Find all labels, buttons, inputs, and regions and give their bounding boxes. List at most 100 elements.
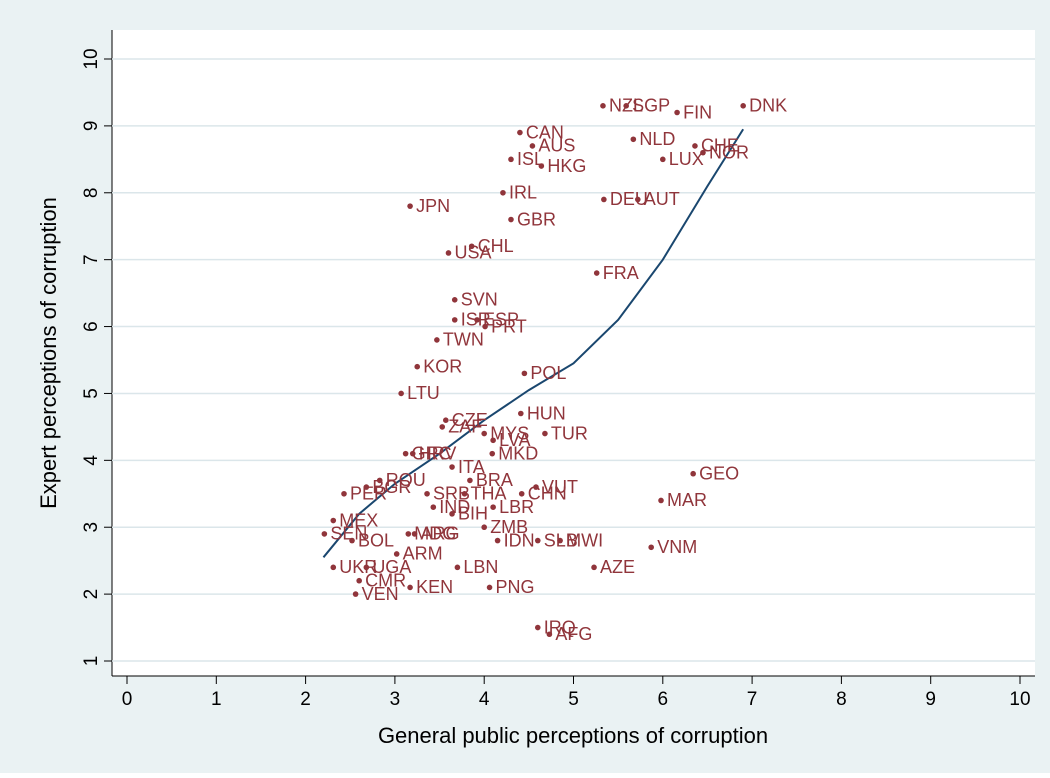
point-label: AUT [644,189,680,209]
point [449,464,455,470]
point-label: MKD [498,443,538,463]
point-label: SGP [632,96,670,116]
x-tick-label: 10 [1009,689,1030,710]
point [352,591,359,597]
point-label: MYS [490,423,529,443]
point [439,424,446,430]
point-label: POL [530,363,566,383]
y-axis-label: Expert perceptions of corruption [36,197,61,509]
point [445,250,452,256]
point-label: BRA [476,470,513,490]
point [461,490,468,497]
point [546,631,553,638]
point-label: SRB [433,484,470,504]
point [481,524,488,531]
point-label: GEO [699,463,739,483]
point [349,537,355,544]
point-label: MWI [566,530,603,550]
point [414,363,421,370]
point [529,143,536,149]
x-tick-label: 7 [747,689,758,710]
point [692,143,698,149]
point [601,196,607,203]
point-label: DEU [610,189,648,209]
point [648,544,654,551]
point-label: LUX [669,149,704,169]
point [700,149,706,156]
point-label: SVN [461,290,498,310]
point [451,317,458,323]
point [534,624,541,631]
point-label: JPN [416,196,450,216]
point [411,531,418,537]
point-label: MAR [667,490,707,510]
point [518,410,524,417]
point-label: HKG [547,156,586,176]
point-label: CAN [526,122,564,142]
point-label: HUN [527,403,566,423]
point [489,450,496,457]
y-tick-label: 8 [81,187,102,198]
point [658,497,664,504]
point-label: ITA [458,457,485,477]
point [407,584,413,591]
x-tick-label: 8 [836,689,847,710]
point [690,470,696,477]
point-label: IRL [509,183,537,203]
x-axis-label: General public perceptions of corruption [378,723,768,748]
point-label: CZE [452,410,488,430]
point-label: ROU [386,470,426,490]
point [591,564,597,571]
point [534,537,541,544]
point [356,577,362,584]
x-tick-label: 5 [568,689,579,710]
point-label: FRA [603,263,639,283]
point [393,551,400,557]
point [517,129,523,136]
point-label: TWN [443,330,484,350]
point-label: MEX [339,510,378,530]
y-tick-label: 9 [81,121,102,132]
x-tick-label: 1 [211,689,222,710]
point-label: ARG [421,524,460,544]
point-label: SEN [330,524,367,544]
y-tick-label: 10 [81,48,102,69]
point-label: UKR [339,557,377,577]
point-label: CHN [528,484,567,504]
plot-area [112,30,1035,676]
x-tick-label: 0 [122,689,133,710]
point-label: LBR [499,497,534,517]
point-label: BGR [372,477,411,497]
point-label: NOR [709,142,749,162]
point [533,484,539,490]
point-label: GRC [412,443,452,463]
point [474,317,480,323]
point [623,103,629,109]
point-label: NLD [639,129,675,149]
point-label: CMR [365,570,406,590]
point [330,564,337,571]
point-label: THA [471,484,507,504]
point-label: LBN [463,557,498,577]
point [430,504,437,510]
point-label: LTU [407,383,440,403]
point-label: BIH [458,504,488,524]
x-tick-label: 3 [390,689,401,710]
point-label: IND [439,497,470,517]
point [557,537,563,544]
point-label: IRQ [544,617,576,637]
point [600,103,606,109]
point-label: LVA [499,430,530,450]
point [402,450,409,457]
point-label: CHE [701,136,739,156]
point [341,490,347,497]
point [330,517,337,524]
point [482,323,488,330]
y-tick-label: 4 [81,455,102,466]
point-label: ZMB [490,517,528,537]
point-label: USA [454,243,491,263]
y-tick-label: 7 [81,254,102,265]
point [468,243,475,250]
y-tick-label: 6 [81,321,102,332]
